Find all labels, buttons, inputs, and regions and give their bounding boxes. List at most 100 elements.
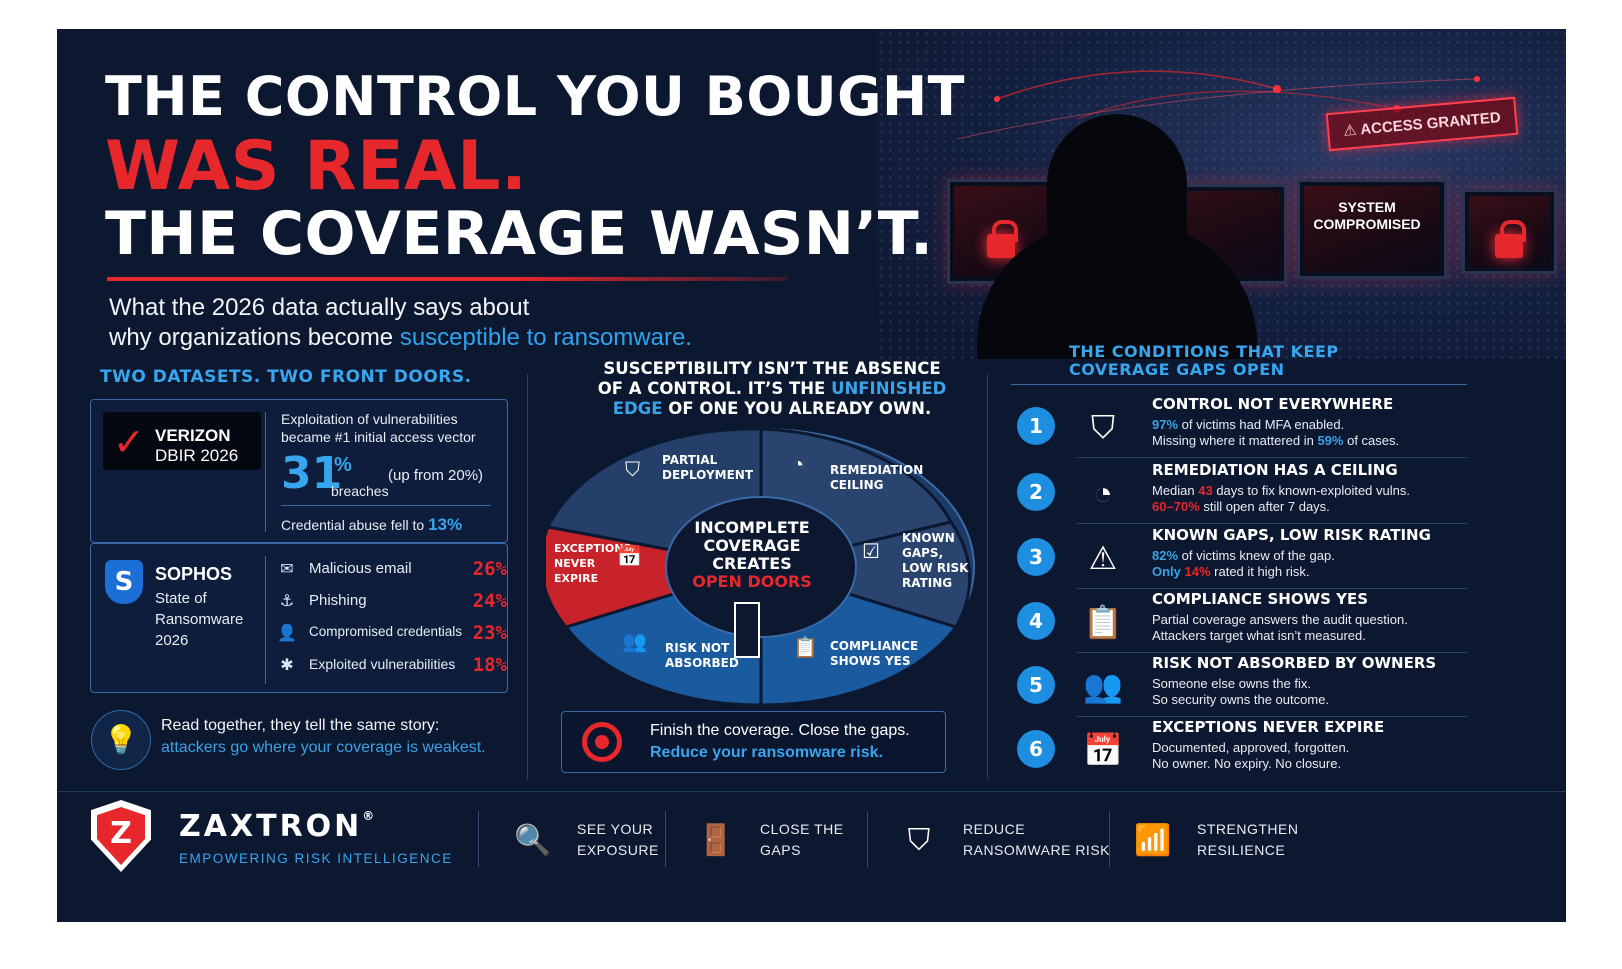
column-divider [527,374,528,779]
conditions-heading-1: THE CONDITIONS THAT KEEP [1069,342,1339,361]
stat-row: ⚓ Phishing 24% [275,590,507,614]
bar-chart-icon: 📶 [1134,824,1172,857]
system-label: SYSTEM [1338,199,1396,215]
gauge-icon: ◔ [1093,475,1113,511]
sophos-report-2: Ransomware [155,611,244,628]
stat-value: 23% [472,622,507,644]
conditions-heading: THE CONDITIONS THAT KEEP COVERAGE GAPS O… [1069,343,1339,379]
lock-icon [987,220,1018,258]
footer-divider [57,791,1566,792]
column-divider [987,374,988,779]
segment-text: EXCEPTIONS [554,542,632,555]
condition-title: EXCEPTIONS NEVER EXPIRE [1152,718,1385,736]
segment-exceptions [546,525,762,629]
condition-text: days to fix known-exploited vulns. [1212,483,1410,498]
center-heading-highlight: EDGE [612,399,663,418]
condition-6: 6 📅 EXCEPTIONS NEVER EXPIRE Documented, … [1017,718,1467,780]
condition-title: CONTROL NOT EVERYWHERE [1152,395,1394,413]
verizon-desc-2: became #1 initial access vector [281,429,476,445]
stat-label: Malicious email [309,560,412,577]
verizon-description: Exploitation of vulnerabilities became #… [281,410,476,446]
divider [1077,457,1467,458]
condition-text: still open after 7 days. [1199,499,1330,514]
sophos-report-3: 2026 [155,632,189,649]
monitor-right [1297,179,1447,279]
segment-text: ABSORBED [665,656,739,670]
verizon-logo: ✓ VERIZON DBIR 2026 [103,412,261,470]
condition-text: of cases. [1343,433,1400,448]
datasets-heading: TWO DATASETS. TWO FRONT DOORS. [100,367,472,387]
condition-number: 4 [1017,602,1055,640]
center-heading-highlight: UNFINISHED [831,379,947,398]
story-text: Read together, they tell the same story:… [161,715,486,759]
fishhook-icon: ⚓ [279,593,295,610]
condition-line: Attackers target what isn’t measured. [1152,628,1366,643]
stat-highlight: 43 [1198,483,1213,498]
segment-label-exceptions: EXCEPTIONS NEVER EXPIRE [554,541,631,586]
condition-number: 1 [1017,407,1055,445]
percent-sign: % [334,454,352,476]
gauge-icon: ◔ [792,454,805,476]
sophos-name: SOPHOS [155,564,233,584]
footer-item-label: EXPOSURE [577,842,659,858]
condition-number: 3 [1017,538,1055,576]
stat-row: ✉ Malicious email 26% [275,558,507,582]
divider [265,412,266,532]
stat-highlight: Only [1152,564,1185,579]
center-heading-1: SUSCEPTIBILITY ISN’T THE ABSENCE [603,359,941,378]
infographic-poster: ⚠ ACCESS GRANTED SYSTEM COMPROMISED THE … [57,29,1566,922]
credential-abuse-text: Credential abuse fell to [281,517,429,533]
door-icon [734,602,760,658]
segment-text: DEPLOYMENT [662,468,754,482]
segment-text: LOW RISK [902,561,969,575]
calendar-icon: 📅 [617,546,642,568]
condition-title: REMEDIATION HAS A CEILING [1152,461,1398,479]
segment-text: NEVER [554,557,596,570]
stat-highlight: 97% [1152,417,1179,432]
footer-item-label: REDUCE [963,821,1026,837]
condition-text: of victims knew of the gap. [1178,548,1335,563]
sophos-report-1: State of [155,590,207,607]
credential-abuse-value: 13% [428,515,463,534]
condition-text: Missing where it mattered in [1152,433,1318,448]
subtitle-text: why organizations become [109,324,400,351]
segment-label-known-gaps: KNOWN GAPS, LOW RISK RATING [902,531,968,591]
footer-item-label: RANSOMWARE RISK [963,842,1110,858]
cta-line-1: Finish the coverage. Close the gaps. [650,722,910,739]
cta-line-2: Reduce your ransomware risk. [650,744,883,761]
attack-lines [956,70,1480,140]
brand-text: ZAXTRON [179,809,363,844]
hero-hacker-illustration: ⚠ ACCESS GRANTED SYSTEM COMPROMISED [877,29,1566,359]
segment-text: REMEDIATION [830,463,924,477]
story-line-1: Read together, they tell the same story: [161,717,440,734]
verizon-desc-1: Exploitation of vulnerabilities [281,411,458,427]
hub-text: INCOMPLETE COVERAGE CREATES OPEN DOORS [667,519,837,591]
zaxtron-logo-icon: Z [97,807,145,865]
center-heading-3: EDGE OF ONE YOU ALREADY OWN. [597,399,947,419]
system-compromised-label: SYSTEM COMPROMISED [1312,199,1422,233]
envelope-icon: ✉ [280,561,294,578]
breaches-label: breaches [331,483,389,499]
stat-value: 18% [472,654,507,676]
condition-text: Median [1152,483,1199,498]
condition-number: 6 [1017,730,1055,768]
stat-highlight: 14% [1184,564,1211,579]
condition-4: 4 📋 COMPLIANCE SHOWS YES Partial coverag… [1017,590,1467,653]
segment-text: CEILING [830,478,884,492]
verizon-name: VERIZON [155,426,231,445]
condition-line: Partial coverage answers the audit quest… [1152,612,1408,627]
verizon-card: ✓ VERIZON DBIR 2026 Exploitation of vuln… [90,399,508,543]
shield-icon: ⛉ [625,459,640,481]
people-icon: 👥 [1083,668,1123,704]
footer-item-label: RESILIENCE [1197,842,1286,858]
segment-text: RATING [902,576,953,590]
subtitle: What the 2026 data actually says about w… [109,293,829,353]
stat-label: Exploited vulnerabilities [309,656,456,672]
segment-text: GAPS, [902,546,944,560]
credential-abuse-line: Credential abuse fell to 13% [281,515,462,535]
condition-title: KNOWN GAPS, LOW RISK RATING [1152,526,1431,544]
calendar-clock-icon: 📅 [1083,732,1123,768]
up-from-label: (up from 20%) [388,467,484,484]
segment-label-compliance: COMPLIANCE SHOWS YES [830,639,918,669]
people-icon: 👥 [622,631,647,653]
